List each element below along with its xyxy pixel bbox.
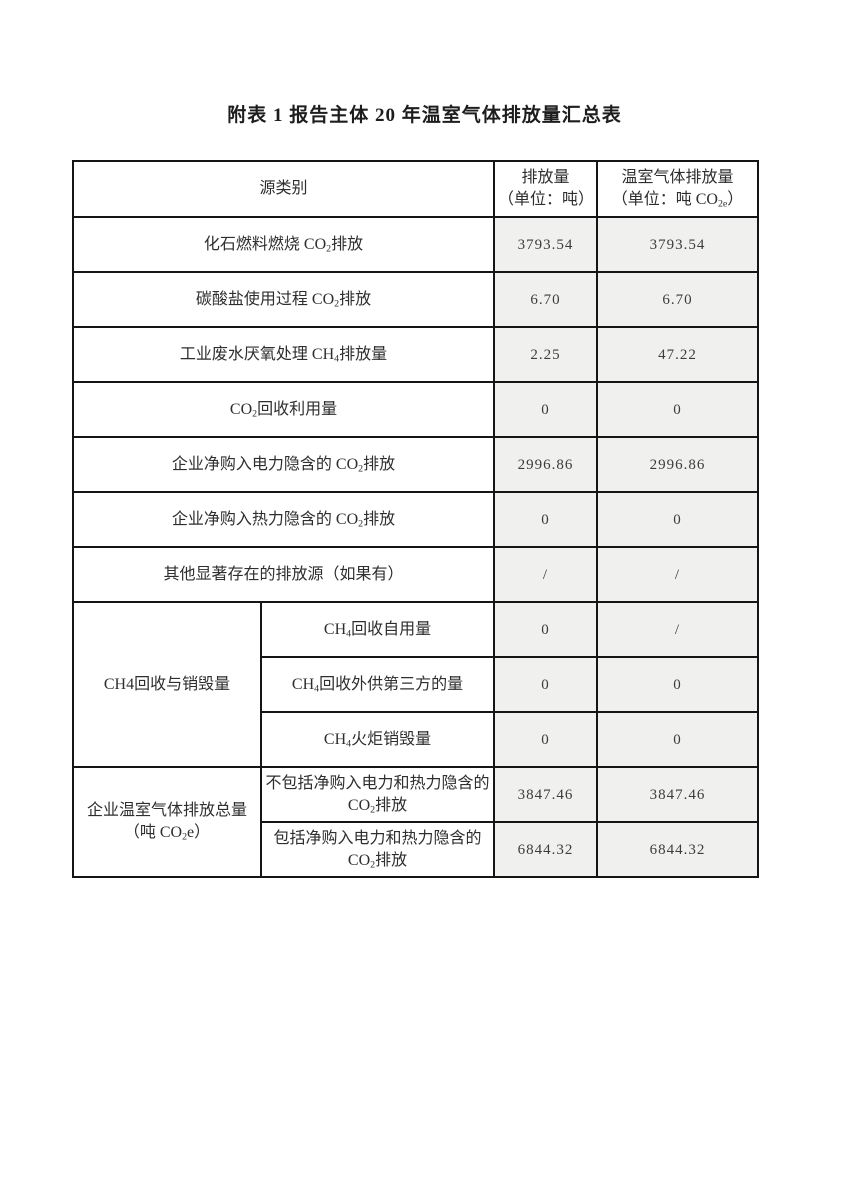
- emission-value-cell: 2996.86: [493, 436, 599, 493]
- row-label: CO2回收利用量: [71, 381, 496, 438]
- emission-value-cell: 3793.54: [493, 216, 599, 273]
- col-header-ghg-emission: 温室气体排放量 （单位：吨 CO2e）: [596, 160, 760, 218]
- row-label: 工业废水厌氧处理 CH4排放量: [71, 326, 496, 383]
- emission-value-cell: /: [493, 546, 599, 603]
- table-row-purchased-electricity: 企业净购入电力隐含的 CO2排放 2996.86 2996.86: [71, 436, 760, 493]
- table-header-row: 源类别 排放量 （单位：吨） 温室气体排放量 （单位：吨 CO2e）: [71, 160, 760, 218]
- ghg-value-cell: 6844.32: [596, 821, 760, 878]
- table-row-fossil-fuel: 化石燃料燃烧 CO2排放 3793.54 3793.54: [71, 216, 760, 273]
- row-sublabel: 包括净购入电力和热力隐含的 CO2排放: [259, 821, 496, 878]
- row-sublabel: CH4回收自用量: [259, 601, 496, 658]
- ghg-value-cell: 0: [596, 491, 760, 548]
- table-row-total-excluding: 企业温室气体排放总量 （吨 CO2e） 不包括净购入电力和热力隐含的 CO2排放 3…: [72, 766, 760, 878]
- emission-value-cell: 6844.32: [493, 821, 599, 878]
- page-title: 附表 1 报告主体 20 年温室气体排放量汇总表: [227, 105, 622, 126]
- ghg-value-cell: 0: [596, 711, 760, 768]
- ghg-value-cell: 47.22: [596, 326, 760, 383]
- ghg-value-cell: 2996.86: [596, 436, 760, 493]
- ghg-value-cell: /: [596, 546, 760, 603]
- ghg-value-cell: 0: [596, 381, 760, 438]
- emission-value-cell: 3847.46: [493, 766, 599, 823]
- table-row-carbonate: 碳酸盐使用过程 CO2排放 6.70 6.70: [71, 271, 760, 328]
- row-label: 企业净购入热力隐含的 CO2排放: [71, 491, 496, 548]
- table-row-ch4-flare: CH4火炬销毁量 0 0: [73, 711, 760, 768]
- row-sublabel: 不包括净购入电力和热力隐含的 CO2排放: [259, 766, 496, 823]
- ghg-value-cell: 3847.46: [596, 766, 760, 823]
- table-row-purchased-heat: 企业净购入热力隐含的 CO2排放 0 0: [71, 491, 760, 548]
- row-label: 碳酸盐使用过程 CO2排放: [71, 271, 496, 328]
- row-label: 化石燃料燃烧 CO2排放: [71, 216, 496, 273]
- table-row-wastewater-ch4: 工业废水厌氧处理 CH4排放量 2.25 47.22: [71, 326, 760, 383]
- row-label: 其他显著存在的排放源（如果有）: [71, 546, 496, 603]
- row-sublabel: CH4回收外供第三方的量: [259, 656, 496, 713]
- emission-value-cell: 0: [493, 381, 599, 438]
- ghg-value-cell: 3793.54: [596, 216, 760, 273]
- emission-value-cell: 0: [493, 491, 599, 548]
- col-header-source-category: 源类别: [71, 160, 496, 218]
- emission-value-cell: 0: [493, 656, 599, 713]
- emissions-summary-table: 源类别 排放量 （单位：吨） 温室气体排放量 （单位：吨 CO2e） 化石燃料燃烧 …: [71, 160, 760, 878]
- ghg-value-cell: 6.70: [596, 271, 760, 328]
- table-row-ch4-self-use: CH4回收与销毁量 CH4回收自用量 0 /: [72, 601, 760, 768]
- emission-value-cell: 0: [493, 601, 599, 658]
- table-row-ch4-third-party: CH4回收外供第三方的量 0 0: [73, 656, 760, 713]
- ghg-value-cell: /: [596, 601, 760, 658]
- emission-value-cell: 6.70: [493, 271, 599, 328]
- row-sublabel: CH4火炬销毁量: [259, 711, 496, 768]
- emission-value-cell: 2.25: [493, 326, 599, 383]
- col-header-emission: 排放量 （单位：吨）: [493, 160, 599, 218]
- row-label: 企业净购入电力隐含的 CO2排放: [71, 436, 496, 493]
- table-row-other-sources: 其他显著存在的排放源（如果有） / /: [71, 546, 760, 603]
- group-label-ch4-recovery: CH4回收与销毁量: [72, 601, 262, 768]
- group-label-total-emissions: 企业温室气体排放总量 （吨 CO2e）: [72, 766, 262, 878]
- table-row-co2-recovery: CO2回收利用量 0 0: [71, 381, 760, 438]
- ghg-value-cell: 0: [596, 656, 760, 713]
- table-row-total-including: 包括净购入电力和热力隐含的 CO2排放 6844.32 6844.32: [73, 821, 760, 878]
- emission-value-cell: 0: [493, 711, 599, 768]
